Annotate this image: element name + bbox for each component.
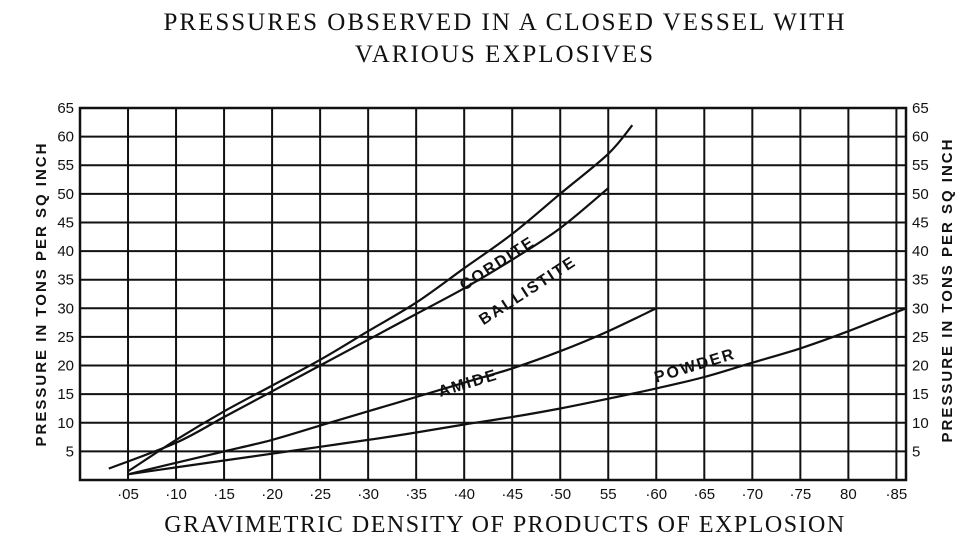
y-tick-label-left: 30 xyxy=(57,300,74,317)
powder-curve xyxy=(127,307,907,476)
y-tick-label-right: 65 xyxy=(912,100,929,117)
y-tick-label-right: 25 xyxy=(912,329,929,346)
y-tick-label-left: 45 xyxy=(57,214,74,231)
y-tick-label-right: 45 xyxy=(912,214,929,231)
y-tick-labels-left: 5 10 15 20 25 30 35 40 45 50 55 60 65 xyxy=(57,100,74,460)
y-tick-label-left: 15 xyxy=(57,386,74,403)
y-tick-label-right: 60 xyxy=(912,129,929,146)
y-tick-label-right: 15 xyxy=(912,386,929,403)
x-tick-label: ·15 xyxy=(213,486,235,503)
y-tick-label-left: 50 xyxy=(57,186,74,203)
amide-curve-label: AMIDE xyxy=(436,367,500,401)
x-tick-label: 55 xyxy=(600,486,617,503)
x-tick-label: ·50 xyxy=(549,486,571,503)
chart-title-line-1: PRESSURES OBSERVED IN A CLOSED VESSEL WI… xyxy=(163,9,846,36)
data-series xyxy=(108,124,907,476)
y-tick-label-right: 5 xyxy=(912,443,920,460)
y-tick-label-right: 50 xyxy=(912,186,929,203)
y-tick-label-left: 65 xyxy=(57,100,74,117)
x-tick-label: ·05 xyxy=(117,486,139,503)
ballistite-curve xyxy=(108,187,610,470)
cordite-curve xyxy=(127,124,634,473)
y-tick-label-right: 20 xyxy=(912,358,929,375)
amide-curve xyxy=(127,307,657,476)
x-tick-labels: ·05 ·10 ·15 ·20 ·25 ·30 ·35 ·40 ·45 ·50 55 ·60 ·65 ·7… xyxy=(117,486,907,503)
x-tick-label: ·60 xyxy=(645,486,667,503)
y-tick-label-right: 30 xyxy=(912,300,929,317)
y-axis-label-right: PRESSURE IN TONS PER SQ INCH xyxy=(939,138,956,443)
y-tick-label-left: 35 xyxy=(57,272,74,289)
y-axis-label-left: PRESSURE IN TONS PER SQ INCH xyxy=(33,142,50,447)
x-tick-label: 80 xyxy=(840,486,857,503)
y-tick-labels-right: 5 10 15 20 25 30 35 40 45 50 55 60 65 xyxy=(912,100,929,460)
x-tick-label: ·35 xyxy=(405,486,427,503)
y-tick-label-right: 35 xyxy=(912,272,929,289)
y-tick-label-left: 55 xyxy=(57,157,74,174)
y-tick-label-left: 5 xyxy=(66,443,74,460)
x-tick-label: ·45 xyxy=(501,486,523,503)
x-tick-label: ·20 xyxy=(261,486,283,503)
x-tick-label: ·70 xyxy=(741,486,763,503)
y-tick-label-left: 40 xyxy=(57,243,74,260)
y-tick-label-right: 40 xyxy=(912,243,929,260)
x-tick-label: ·75 xyxy=(790,486,812,503)
y-tick-label-right: 10 xyxy=(912,415,929,432)
plot-border xyxy=(78,106,908,482)
x-tick-label: ·85 xyxy=(886,486,908,503)
y-tick-label-left: 10 xyxy=(57,415,74,432)
x-tick-label: ·40 xyxy=(453,486,475,503)
x-tick-label: ·30 xyxy=(357,486,379,503)
chart-title: PRESSURES OBSERVED IN A CLOSED VESSEL WI… xyxy=(163,9,846,68)
y-tick-label-left: 25 xyxy=(57,329,74,346)
x-tick-label: ·10 xyxy=(165,486,187,503)
x-tick-label: ·25 xyxy=(309,486,331,503)
y-tick-label-right: 55 xyxy=(912,157,929,174)
x-tick-label: ·65 xyxy=(693,486,715,503)
y-tick-label-left: 60 xyxy=(57,129,74,146)
chart-title-line-2: VARIOUS EXPLOSIVES xyxy=(355,41,655,68)
x-axis-label: GRAVIMETRIC DENSITY OF PRODUCTS OF EXPLO… xyxy=(164,512,845,538)
y-tick-label-left: 20 xyxy=(57,358,74,375)
chart-grid xyxy=(80,107,906,480)
